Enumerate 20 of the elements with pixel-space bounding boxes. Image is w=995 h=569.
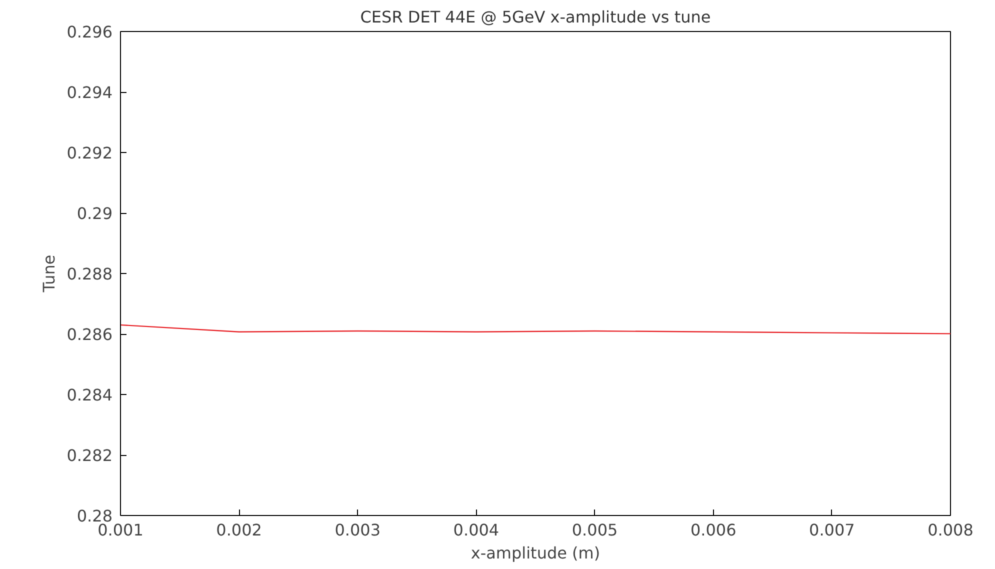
x-tick-label: 0.007 (809, 520, 855, 540)
x-tick-label: 0.006 (690, 520, 736, 540)
y-tick-label: 0.284 (66, 386, 113, 404)
y-tick-label: 0.29 (76, 204, 112, 223)
x-tick-label: 0.005 (572, 520, 618, 540)
y-axis-title: Tune (40, 254, 59, 294)
x-tick-label: 0.008 (928, 520, 974, 540)
y-tick-label: 0.294 (66, 83, 113, 102)
y-tick-label: 0.288 (66, 264, 113, 284)
chart-title: CESR DET 44E @ 5GeV x-amplitude vs tune (360, 8, 711, 26)
x-tick-label: 0.001 (98, 520, 144, 540)
x-tick-label: 0.002 (216, 520, 262, 540)
x-axis-title: x-amplitude (m) (470, 544, 600, 562)
y-tick-label: 0.286 (66, 325, 113, 344)
line-series (120, 324, 950, 334)
y-tick-label: 0.296 (66, 22, 113, 42)
y-tick-label: 0.292 (66, 144, 113, 162)
x-tick-label: 0.003 (334, 520, 381, 540)
x-tick-label: 0.004 (453, 520, 500, 540)
y-tick-label: 0.282 (66, 446, 113, 465)
